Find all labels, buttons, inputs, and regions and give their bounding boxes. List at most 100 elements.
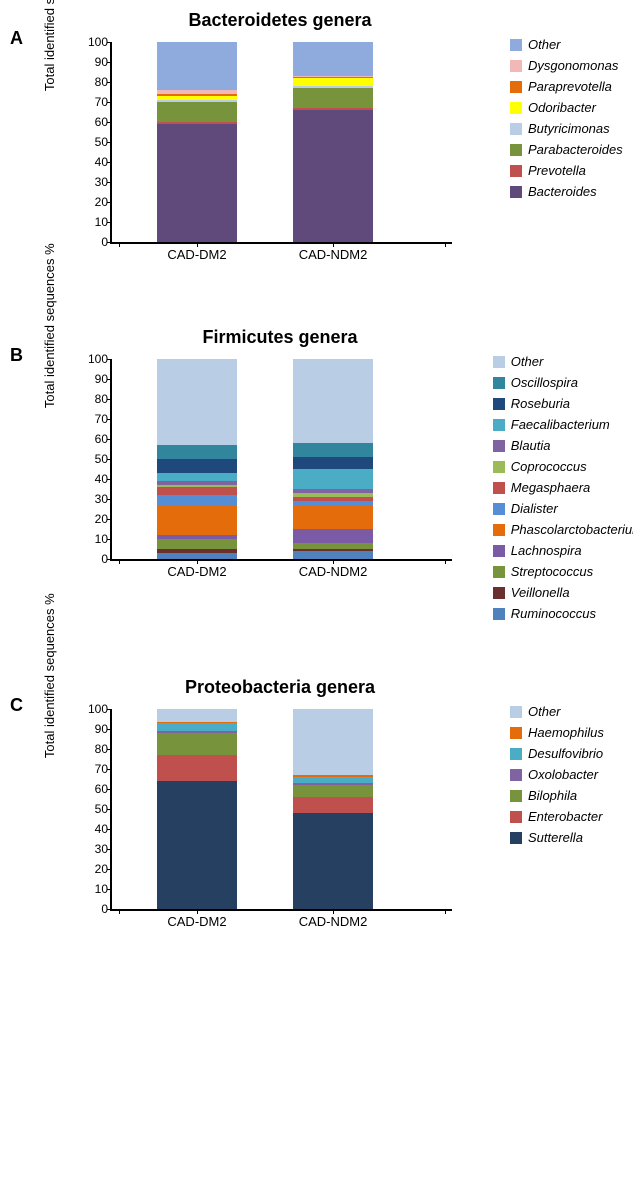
y-tick-mark	[107, 519, 112, 520]
legend-swatch	[510, 832, 522, 844]
bar-segment	[157, 495, 237, 505]
bar-segment	[293, 469, 373, 489]
y-tick-mark	[107, 379, 112, 380]
y-tick-label: 0	[78, 552, 108, 566]
bar-segment	[157, 723, 237, 731]
bar-segment	[293, 505, 373, 529]
bar-segment	[293, 457, 373, 469]
y-tick-label: 60	[78, 432, 108, 446]
legend-swatch	[510, 727, 522, 739]
x-category-label: CAD-NDM2	[273, 914, 393, 929]
legend-label: Streptococcus	[511, 564, 593, 579]
bar-segment	[293, 88, 373, 108]
legend-label: Bilophila	[528, 788, 577, 803]
stacked-bar	[157, 709, 237, 909]
y-tick-label: 90	[78, 55, 108, 69]
legend-item: Oscillospira	[493, 375, 633, 390]
legend-item: Bacteroides	[510, 184, 623, 199]
y-tick-label: 100	[78, 352, 108, 366]
legend-item: Paraprevotella	[510, 79, 623, 94]
legend-label: Roseburia	[511, 396, 570, 411]
bar-segment	[293, 42, 373, 76]
bar-segment	[157, 539, 237, 549]
y-tick-mark	[107, 479, 112, 480]
y-tick-label: 50	[78, 802, 108, 816]
legend-label: Oxolobacter	[528, 767, 598, 782]
legend-swatch	[510, 186, 522, 198]
legend-swatch	[510, 706, 522, 718]
legend-item: Prevotella	[510, 163, 623, 178]
x-tick-mark	[119, 909, 120, 914]
legend-label: Other	[528, 704, 561, 719]
y-tick-mark	[107, 202, 112, 203]
legend-swatch	[510, 790, 522, 802]
legend-item: Parabacteroides	[510, 142, 623, 157]
x-tick-mark	[445, 909, 446, 914]
bar-segment	[157, 755, 237, 781]
y-tick-mark	[107, 439, 112, 440]
legend-label: Odoribacter	[528, 100, 596, 115]
y-tick-mark	[107, 729, 112, 730]
legend-item: Sutterella	[510, 830, 604, 845]
legend-swatch	[493, 608, 505, 620]
legend-label: Dialister	[511, 501, 558, 516]
y-tick-mark	[107, 359, 112, 360]
plot-area: 0102030405060708090100CAD-DM2CAD-NDM2	[110, 709, 452, 911]
legend-item: Roseburia	[493, 396, 633, 411]
legend-item: Dysgonomonas	[510, 58, 623, 73]
y-tick-mark	[107, 829, 112, 830]
y-tick-mark	[107, 222, 112, 223]
y-tick-label: 70	[78, 412, 108, 426]
bar-segment	[157, 505, 237, 535]
y-tick-mark	[107, 909, 112, 910]
legend-label: Other	[528, 37, 561, 52]
y-tick-label: 80	[78, 392, 108, 406]
y-tick-mark	[107, 709, 112, 710]
legend-swatch	[510, 39, 522, 51]
legend-item: Oxolobacter	[510, 767, 604, 782]
x-tick-mark	[445, 242, 446, 247]
plot-area: 0102030405060708090100CAD-DM2CAD-NDM2	[110, 42, 452, 244]
y-tick-mark	[107, 559, 112, 560]
bar-segment	[157, 102, 237, 122]
y-tick-label: 60	[78, 115, 108, 129]
y-tick-mark	[107, 102, 112, 103]
legend-swatch	[493, 356, 505, 368]
y-tick-label: 10	[78, 532, 108, 546]
bar-segment	[293, 359, 373, 443]
legend-label: Megasphaera	[511, 480, 591, 495]
panel-label: C	[10, 695, 23, 716]
chart-title: Proteobacteria genera	[70, 677, 490, 698]
y-tick-mark	[107, 182, 112, 183]
y-tick-label: 100	[78, 702, 108, 716]
legend-swatch	[493, 482, 505, 494]
y-tick-label: 0	[78, 235, 108, 249]
chart-area: Total identified sequences %010203040506…	[70, 704, 490, 944]
y-tick-label: 40	[78, 472, 108, 486]
stacked-bar	[293, 359, 373, 559]
legend-label: Coprococcus	[511, 459, 587, 474]
legend-swatch	[510, 60, 522, 72]
bar-segment	[293, 709, 373, 775]
legend-item: Lachnospira	[493, 543, 633, 558]
chart-title: Firmicutes genera	[70, 327, 490, 348]
stacked-bar	[293, 42, 373, 242]
y-tick-mark	[107, 749, 112, 750]
legend-swatch	[510, 81, 522, 93]
y-tick-mark	[107, 399, 112, 400]
legend-label: Oscillospira	[511, 375, 578, 390]
x-category-label: CAD-NDM2	[273, 564, 393, 579]
y-tick-label: 60	[78, 782, 108, 796]
legend-label: Veillonella	[511, 585, 570, 600]
stacked-bar	[157, 359, 237, 559]
x-tick-mark	[197, 559, 198, 564]
y-tick-mark	[107, 122, 112, 123]
y-tick-label: 40	[78, 155, 108, 169]
panel-label: B	[10, 345, 23, 366]
y-tick-mark	[107, 419, 112, 420]
legend-swatch	[493, 419, 505, 431]
legend-swatch	[493, 440, 505, 452]
stacked-bar	[293, 709, 373, 909]
legend-label: Desulfovibrio	[528, 746, 603, 761]
x-tick-mark	[197, 909, 198, 914]
